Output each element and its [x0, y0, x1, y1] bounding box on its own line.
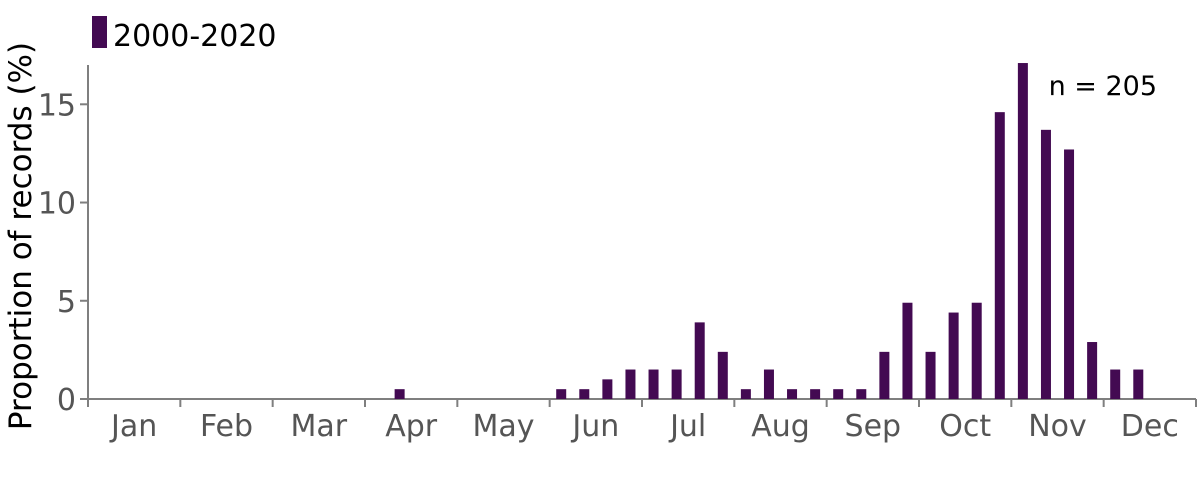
bar — [856, 389, 867, 399]
bar — [394, 389, 405, 399]
legend: 2000-2020 — [92, 16, 277, 54]
bar — [994, 112, 1005, 399]
bar — [787, 389, 798, 399]
bar — [1017, 63, 1028, 400]
x-axis: Jan Feb Mar Apr May Jun Jul Aug Sep Oct Nov Dec — [87, 398, 1197, 444]
bar — [694, 322, 705, 399]
x-tick-label-dec: Dec — [1121, 409, 1179, 444]
x-tick-label-sep: Sep — [845, 409, 902, 444]
bars — [394, 63, 1144, 400]
x-tick-label-oct: Oct — [939, 409, 991, 444]
bar — [579, 389, 590, 399]
bar — [717, 351, 728, 399]
x-tick-label-may: May — [472, 409, 534, 444]
bar — [879, 351, 890, 399]
y-tick-label: 0 — [57, 383, 76, 418]
bar — [602, 379, 613, 399]
bar — [740, 389, 751, 399]
y-tick-label: 5 — [57, 285, 76, 320]
x-tick-label-mar: Mar — [291, 409, 348, 444]
bar — [763, 369, 774, 399]
y-axis-title: Proportion of records (%) — [3, 42, 39, 430]
bar — [1040, 129, 1051, 399]
x-tick-label-apr: Apr — [385, 409, 438, 444]
legend-label: 2000-2020 — [113, 19, 277, 54]
y-tick-label: 15 — [38, 88, 76, 123]
x-tick-label-aug: Aug — [751, 409, 810, 444]
bar — [625, 369, 636, 399]
x-tick-label-nov: Nov — [1028, 409, 1087, 444]
bar — [671, 369, 682, 399]
bar — [971, 302, 982, 399]
bar — [648, 369, 659, 399]
bar — [1064, 149, 1075, 399]
bar — [810, 389, 821, 399]
bar — [948, 312, 959, 399]
x-tick-label-jul: Jul — [668, 409, 706, 444]
y-tick-label: 10 — [38, 187, 76, 222]
bar — [556, 389, 567, 399]
x-tick-label-jun: Jun — [570, 409, 619, 444]
legend-swatch — [92, 16, 107, 48]
sample-size-annotation: n = 205 — [1049, 71, 1157, 102]
bar — [902, 302, 913, 399]
x-tick-label-jan: Jan — [109, 409, 157, 444]
bar — [1110, 369, 1121, 399]
y-axis: 0 5 10 15 — [38, 65, 89, 418]
bar — [1087, 342, 1098, 399]
bar — [833, 389, 844, 399]
x-tick-label-feb: Feb — [200, 409, 253, 444]
bar — [925, 351, 936, 399]
bar — [1133, 369, 1144, 399]
